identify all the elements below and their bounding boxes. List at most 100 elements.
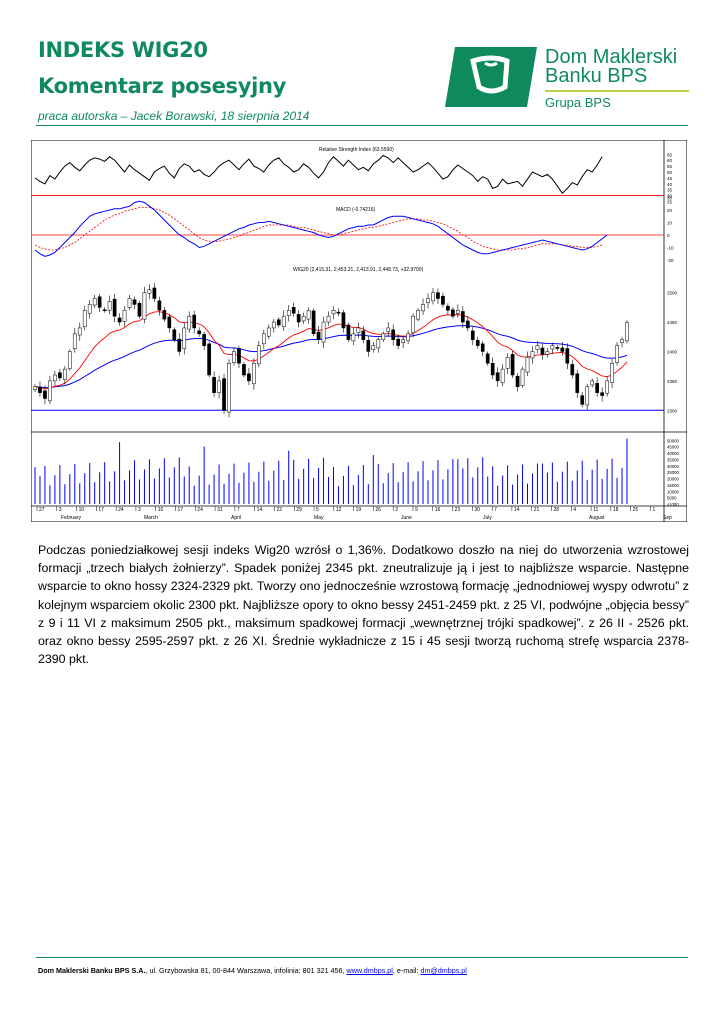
- ema45-line: [34, 325, 628, 389]
- x-tick-label: 7: [237, 507, 240, 513]
- macd-signal-line: [34, 207, 603, 251]
- candle-body: [371, 345, 376, 350]
- candle-body: [301, 315, 306, 322]
- candle-body: [441, 295, 445, 305]
- candle-body: [366, 340, 371, 352]
- candle-body: [515, 375, 520, 388]
- candle-body: [132, 299, 137, 305]
- volume-tick-label: 40000: [667, 451, 680, 456]
- x-tick-label: 4: [573, 507, 576, 513]
- volume-tick-label: 45000: [667, 445, 680, 450]
- volume-tick-label: 5000: [667, 496, 677, 501]
- x-tick-label: 24: [118, 507, 124, 513]
- x-tick-label: 11: [593, 507, 598, 513]
- ema15-line: [34, 311, 628, 390]
- month-label: April: [231, 515, 241, 521]
- candle-body: [207, 343, 211, 376]
- candle-body: [97, 296, 102, 308]
- candle-body: [356, 327, 361, 333]
- x-tick-label: 24: [197, 507, 203, 513]
- volume-tick-label: 10000: [667, 489, 680, 494]
- candle-body: [276, 319, 281, 326]
- candle-body: [391, 329, 396, 340]
- candle-body: [67, 351, 72, 369]
- candle-body: [446, 305, 450, 311]
- candle-body: [565, 348, 570, 364]
- candle-body: [112, 298, 117, 317]
- candle-body: [545, 351, 550, 355]
- x-tick-label: 23: [455, 507, 461, 513]
- macd-tick-label: -20: [667, 258, 674, 263]
- candle-body: [58, 372, 62, 379]
- candle-body: [421, 304, 425, 312]
- x-tick-label: 2: [395, 507, 398, 513]
- candle-body: [490, 362, 495, 376]
- rsi-tick-label: 50: [667, 170, 673, 175]
- x-tick-label: 30: [474, 507, 480, 513]
- author-line: praca autorska – Jacek Borawski, 18 sier…: [38, 109, 310, 123]
- candle-body: [43, 390, 47, 399]
- rsi-tick-label: 55: [667, 164, 673, 169]
- candle-body: [560, 347, 565, 352]
- candle-body: [152, 287, 157, 299]
- candle-body: [162, 310, 167, 320]
- candle-body: [456, 310, 460, 314]
- month-label: May: [314, 515, 324, 521]
- logo-text-line2: Banku BPS: [545, 65, 648, 87]
- candle-body: [107, 301, 112, 311]
- rsi-tick-label: 45: [667, 176, 673, 181]
- candle-body: [82, 310, 87, 328]
- x-tick-label: 18: [613, 507, 619, 513]
- footer-email-link[interactable]: dm@dmbps.pl: [420, 966, 467, 975]
- candle-body: [187, 315, 192, 330]
- candle-body: [242, 364, 246, 376]
- candle-body: [530, 351, 535, 359]
- candle-body: [480, 343, 485, 352]
- month-label: February: [61, 515, 82, 521]
- candle-body: [505, 357, 510, 369]
- candle-body: [416, 310, 420, 320]
- candle-body: [436, 292, 440, 299]
- candle-body: [580, 395, 585, 405]
- x-tick-label: 16: [435, 507, 441, 513]
- commentary-paragraph: Podczas poniedziałkowej sesji indeks Wig…: [38, 543, 689, 667]
- x-tick-label: 21: [534, 507, 540, 513]
- candle-body: [212, 377, 216, 393]
- candle-body: [117, 317, 122, 323]
- candle-body: [620, 339, 624, 343]
- x-tick-label: 17: [98, 507, 104, 513]
- candle-body: [77, 327, 82, 336]
- candle-body: [406, 333, 410, 342]
- candle-body: [431, 292, 435, 302]
- macd-tick-label: 10: [667, 221, 673, 226]
- rsi-tick-label: 35: [667, 188, 673, 193]
- document-subtitle-heading: Komentarz posesyjny: [38, 74, 287, 98]
- candle-body: [137, 302, 142, 317]
- candle-body: [326, 315, 331, 323]
- macd-tick-label: -10: [667, 246, 674, 251]
- volume-tick-label: 30000: [667, 464, 680, 469]
- x-tick-label: 19: [356, 507, 362, 513]
- x-tick-label: 7: [494, 507, 497, 513]
- x-tick-label: 9: [415, 507, 418, 513]
- candle-body: [495, 372, 500, 382]
- footer-website-link[interactable]: www.dmbps.pl: [346, 966, 393, 975]
- candle-body: [227, 362, 231, 413]
- candle-body: [346, 324, 351, 340]
- candle-body: [281, 315, 286, 328]
- candle-body: [271, 321, 276, 329]
- volume-tick-label: 50000: [667, 438, 680, 443]
- volume-tick-label: 35000: [667, 457, 680, 462]
- candle-body: [341, 312, 346, 329]
- macd-tick-label: 30: [667, 196, 673, 201]
- header-divider: [36, 125, 688, 126]
- candle-body: [625, 322, 629, 342]
- rsi-line: [34, 154, 603, 194]
- candle-body: [426, 298, 430, 303]
- candle-body: [600, 392, 604, 396]
- candle-body: [615, 345, 619, 363]
- candle-body: [237, 348, 241, 364]
- candle-body: [127, 298, 132, 308]
- logo-divider: [545, 90, 689, 92]
- bps-logo-icon: [445, 47, 537, 107]
